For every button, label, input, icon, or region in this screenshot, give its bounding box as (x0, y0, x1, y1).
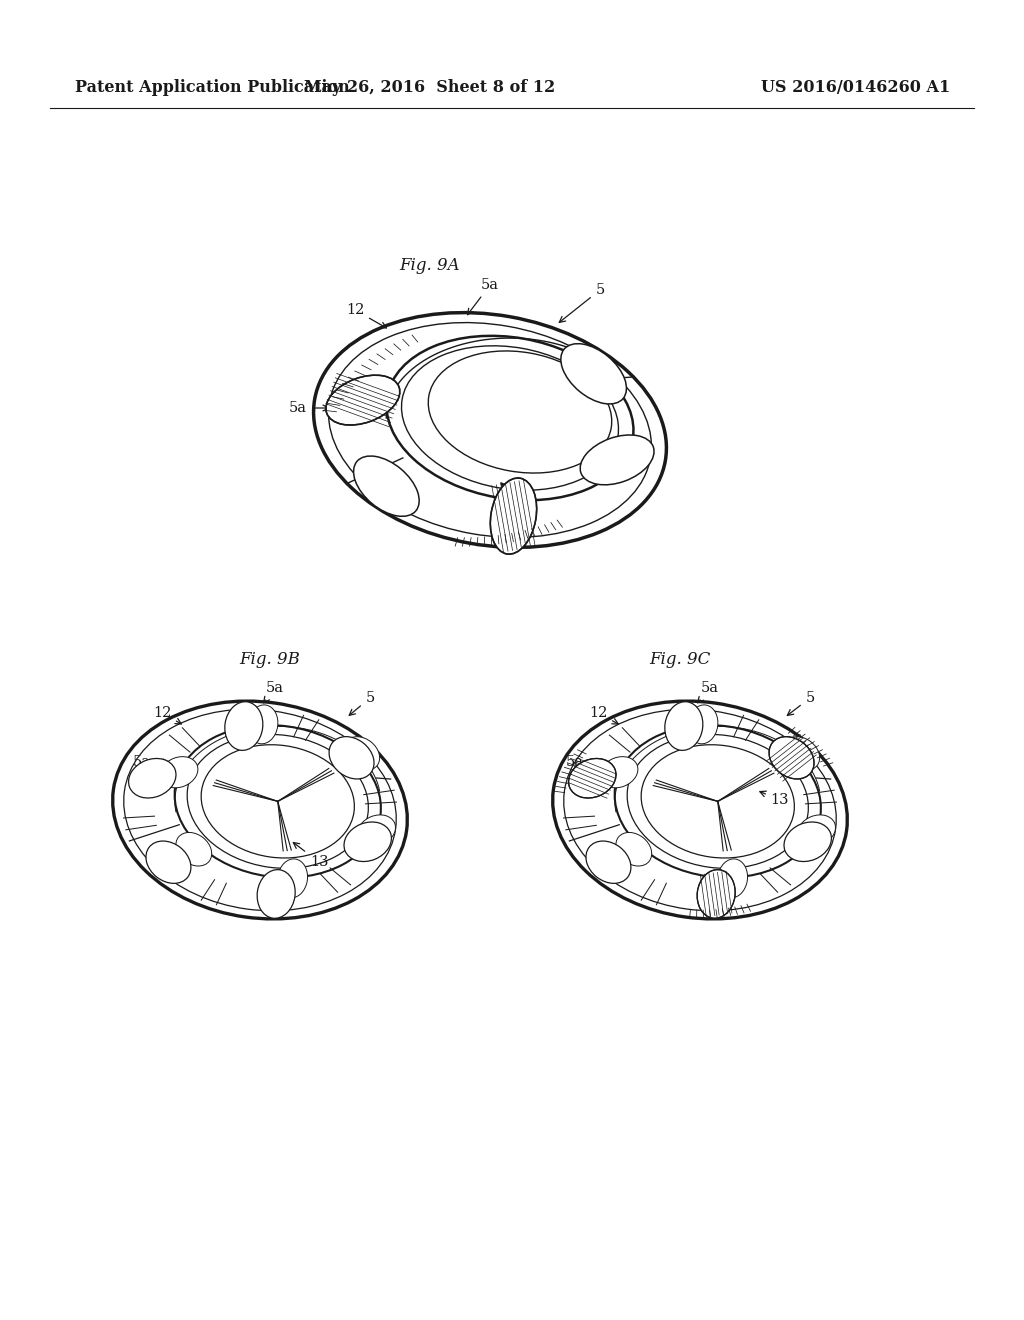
Ellipse shape (160, 756, 198, 788)
Text: 13: 13 (501, 483, 536, 515)
Text: 13: 13 (760, 791, 790, 807)
Ellipse shape (561, 343, 627, 404)
Text: US 2016/0146260 A1: US 2016/0146260 A1 (761, 79, 950, 96)
Ellipse shape (344, 822, 391, 862)
Text: 5a: 5a (566, 755, 606, 770)
Ellipse shape (581, 436, 654, 484)
Ellipse shape (769, 737, 814, 779)
Text: 5a: 5a (289, 401, 329, 414)
Text: Patent Application Publication: Patent Application Publication (75, 79, 350, 96)
Text: 5: 5 (349, 690, 375, 715)
Text: 5: 5 (559, 282, 604, 322)
Ellipse shape (225, 702, 263, 750)
Ellipse shape (326, 375, 399, 425)
Ellipse shape (697, 870, 735, 919)
Ellipse shape (798, 814, 836, 846)
Ellipse shape (129, 759, 176, 799)
Text: 13: 13 (293, 842, 329, 869)
Ellipse shape (688, 705, 718, 743)
Ellipse shape (615, 833, 651, 866)
Ellipse shape (490, 478, 537, 554)
Ellipse shape (248, 705, 278, 743)
Ellipse shape (586, 841, 631, 883)
Ellipse shape (783, 737, 819, 771)
Ellipse shape (600, 756, 638, 788)
Ellipse shape (718, 859, 748, 898)
Ellipse shape (278, 859, 307, 898)
Ellipse shape (176, 833, 212, 866)
Text: 12: 12 (589, 706, 618, 723)
Text: Fig. 9C: Fig. 9C (649, 652, 711, 668)
Text: 12: 12 (346, 304, 386, 327)
Ellipse shape (665, 702, 702, 750)
Ellipse shape (784, 822, 831, 862)
Text: Fig. 9A: Fig. 9A (399, 256, 461, 273)
Text: 5a: 5a (697, 681, 719, 702)
Text: 12: 12 (153, 706, 181, 723)
Ellipse shape (568, 759, 616, 799)
Text: 5a: 5a (263, 681, 284, 702)
Text: 5: 5 (787, 690, 815, 715)
Ellipse shape (257, 870, 295, 919)
Text: Fig. 9B: Fig. 9B (240, 652, 300, 668)
Text: 5a: 5a (468, 279, 499, 314)
Ellipse shape (329, 737, 374, 779)
Ellipse shape (344, 737, 380, 771)
Ellipse shape (357, 814, 395, 846)
Text: May 26, 2016  Sheet 8 of 12: May 26, 2016 Sheet 8 of 12 (304, 79, 556, 96)
Ellipse shape (146, 841, 190, 883)
Text: 5a: 5a (133, 755, 169, 770)
Ellipse shape (353, 455, 419, 516)
